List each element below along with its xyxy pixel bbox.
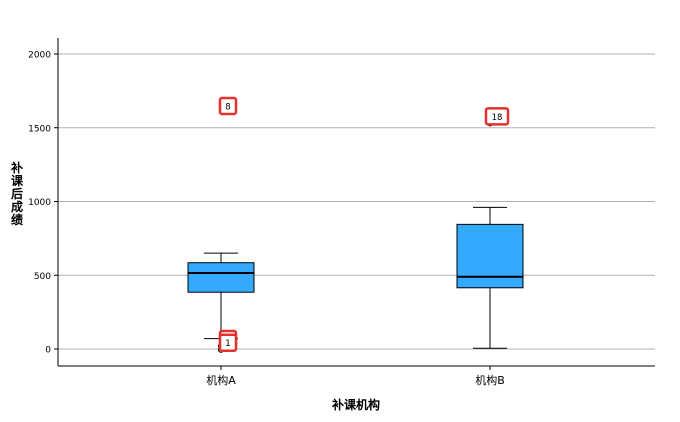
- y-tick-label-500: 500: [34, 272, 51, 282]
- y-tick-label-1500: 1500: [28, 124, 51, 134]
- iqr-box: [187, 262, 255, 293]
- y-axis-title-char: 补: [10, 160, 23, 175]
- outlier-label-box: [218, 96, 238, 116]
- y-tick-label-2000: 2000: [28, 51, 51, 61]
- x-tick-labels: 机构A 机构B: [206, 366, 505, 387]
- y-tick-label-1000: 1000: [28, 198, 51, 208]
- gridlines: [58, 53, 655, 350]
- boxes: *85118: [187, 96, 524, 353]
- box-group-2: 18: [456, 107, 524, 349]
- y-tick-labels: 0 500 1000 1500 2000: [28, 51, 58, 356]
- y-axis-title-char: 课: [11, 173, 24, 188]
- box-group-1: *851: [187, 96, 255, 353]
- outlier-label-box: [484, 107, 510, 126]
- outlier-18: 18: [484, 107, 510, 127]
- outlier-label-box: [218, 333, 238, 352]
- outlier-1: 1: [217, 333, 238, 353]
- outlier-label: 1: [225, 339, 230, 349]
- outlier-label: 18: [492, 113, 503, 123]
- x-tick-label-1: 机构A: [206, 373, 236, 387]
- y-axis-title: 补课后成绩: [10, 160, 24, 227]
- x-axis-title: 补课机构: [331, 397, 380, 412]
- outlier-8: *8: [218, 96, 238, 120]
- y-axis-title-char: 绩: [11, 212, 23, 227]
- outlier-label: 8: [225, 103, 230, 113]
- x-tick-label-2: 机构B: [475, 373, 505, 387]
- y-tick-label-0: 0: [45, 346, 51, 356]
- y-axis-title-char: 后: [11, 186, 23, 201]
- y-axis-title-char: 成: [11, 199, 23, 214]
- iqr-box: [456, 223, 524, 289]
